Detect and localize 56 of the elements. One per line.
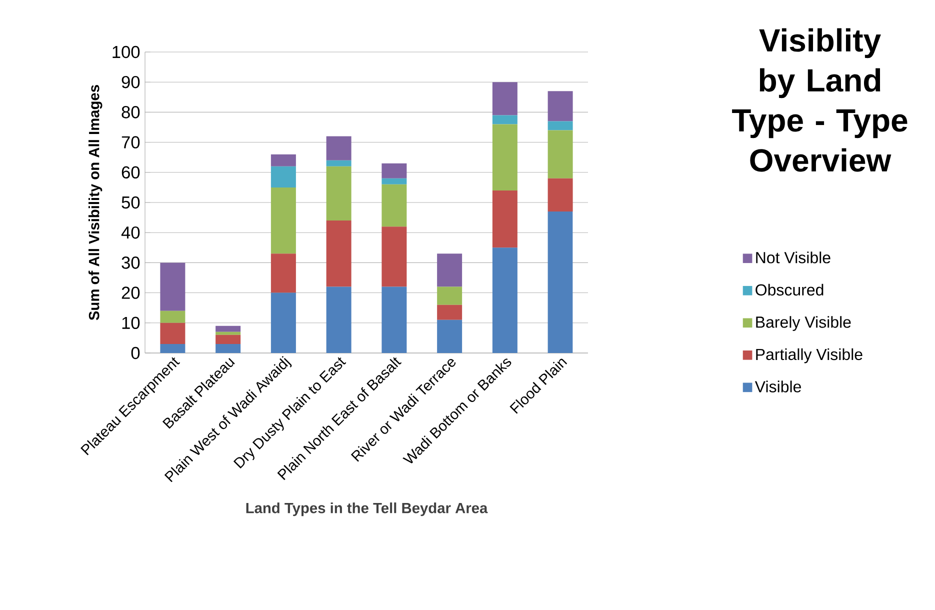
bar	[437, 254, 462, 287]
bar	[548, 121, 573, 130]
y-tick-label: 30	[122, 256, 140, 269]
bar	[326, 166, 352, 221]
bar	[216, 332, 241, 335]
y-tick-label: 20	[122, 286, 140, 299]
bar	[326, 160, 352, 166]
y-tick-label: 10	[122, 316, 140, 330]
bar	[270, 154, 296, 166]
legend-label: Partially Visible	[756, 348, 862, 364]
bar	[437, 286, 462, 305]
bar	[326, 136, 352, 160]
y-tick-label: 40	[121, 226, 140, 239]
bar	[216, 344, 241, 353]
legend-label: Obscured	[756, 284, 824, 296]
y-tick-label: 90	[122, 76, 140, 88]
bar	[270, 187, 296, 254]
bar	[270, 166, 296, 188]
bar	[492, 190, 518, 248]
bar	[548, 178, 573, 212]
x-axis-title: Land Types in the Tell Beydar Area	[246, 502, 488, 516]
y-tick-label: 0	[131, 346, 140, 360]
y-tick-label: 50	[122, 196, 140, 209]
bar	[382, 163, 407, 178]
y-axis-title: Sum of All Visibility on All Images	[88, 85, 102, 320]
bar	[548, 212, 573, 353]
y-tick-label: 80	[122, 106, 140, 118]
bar	[326, 286, 352, 353]
bar	[492, 115, 518, 124]
bar	[160, 344, 186, 353]
bar	[382, 226, 407, 287]
legend-label: Barely Visible	[756, 316, 851, 332]
bar	[382, 178, 407, 184]
bar	[216, 326, 241, 332]
bar	[492, 124, 518, 190]
bar	[437, 320, 462, 353]
bar	[326, 220, 352, 287]
y-tick-label: 70	[122, 136, 140, 148]
bar	[492, 248, 518, 353]
bar	[270, 292, 296, 353]
bar	[492, 82, 518, 116]
text: Visiblity by Land Type - Type Overview	[732, 28, 908, 172]
y-tick-label: 60	[122, 166, 140, 179]
bar	[270, 254, 296, 293]
legend-label: Not Visible	[756, 252, 830, 264]
legend-label: Visible	[754, 380, 801, 392]
bar	[548, 91, 573, 122]
bar	[160, 322, 186, 344]
bar	[382, 184, 407, 227]
y-tick-label: 100	[112, 46, 140, 58]
bar	[548, 130, 573, 178]
bar	[160, 310, 186, 323]
bar	[216, 334, 241, 344]
bar	[382, 286, 407, 353]
bar	[437, 304, 462, 320]
bar	[160, 262, 186, 311]
